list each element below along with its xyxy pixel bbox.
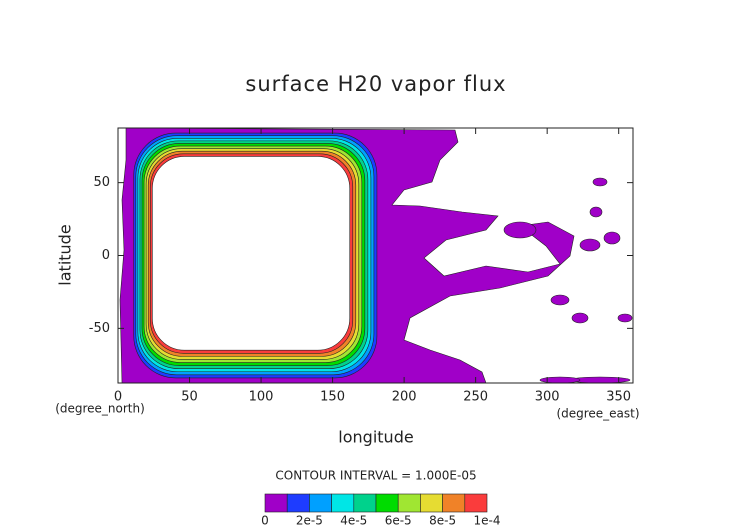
contour-fill xyxy=(589,206,603,218)
colorbar-label: 2e-5 xyxy=(296,514,323,528)
x-unit: (degree_east) xyxy=(556,407,639,421)
colorbar-swatch xyxy=(286,493,310,513)
x-tick-label: 200 xyxy=(392,390,417,405)
x-axis-label: longitude xyxy=(338,428,413,447)
colorbar-swatch xyxy=(353,493,377,513)
colorbar-swatch xyxy=(464,493,488,513)
y-unit: (degree_north) xyxy=(55,402,145,416)
contour-fill xyxy=(539,376,581,384)
contour-fill xyxy=(571,312,589,324)
colorbar-swatch xyxy=(375,493,399,513)
contour-fill xyxy=(592,177,608,187)
contour-fill xyxy=(550,294,570,306)
x-tick-label: 350 xyxy=(606,390,631,405)
contour-fill xyxy=(603,231,621,245)
x-tick-label: 250 xyxy=(463,390,488,405)
colorbar-swatch xyxy=(397,493,421,513)
colorbar-label: 1e-4 xyxy=(474,514,501,528)
colorbar-swatch xyxy=(309,493,332,513)
contour-interval: CONTOUR INTERVAL = 1.000E-05 xyxy=(275,469,476,483)
colorbar-label: 0 xyxy=(261,514,269,528)
colorbar-swatch xyxy=(442,493,466,513)
y-axis-label: latitude xyxy=(56,224,75,285)
y-tick-label: 0 xyxy=(102,248,110,263)
y-tick-label: 50 xyxy=(93,175,110,190)
contour-fill xyxy=(617,313,633,323)
x-tick-label: 0 xyxy=(114,390,122,405)
colorbar-swatch xyxy=(420,493,443,513)
colorbar-label: 6e-5 xyxy=(385,514,412,528)
contour-interior xyxy=(152,156,351,351)
colorbar-swatch xyxy=(264,493,288,513)
chart-title: surface H20 vapor flux xyxy=(245,72,506,96)
plot-area xyxy=(119,127,633,384)
x-tick-label: 100 xyxy=(249,390,274,405)
x-tick-label: 300 xyxy=(535,390,560,405)
colorbar-label: 4e-5 xyxy=(340,514,367,528)
x-tick-label: 50 xyxy=(181,390,198,405)
y-tick-label: -50 xyxy=(89,321,110,336)
colorbar-label: 8e-5 xyxy=(429,514,456,528)
x-tick-label: 150 xyxy=(320,390,345,405)
contour-fill xyxy=(503,221,537,239)
colorbar-swatch xyxy=(331,493,355,513)
contour-fill xyxy=(579,238,601,252)
